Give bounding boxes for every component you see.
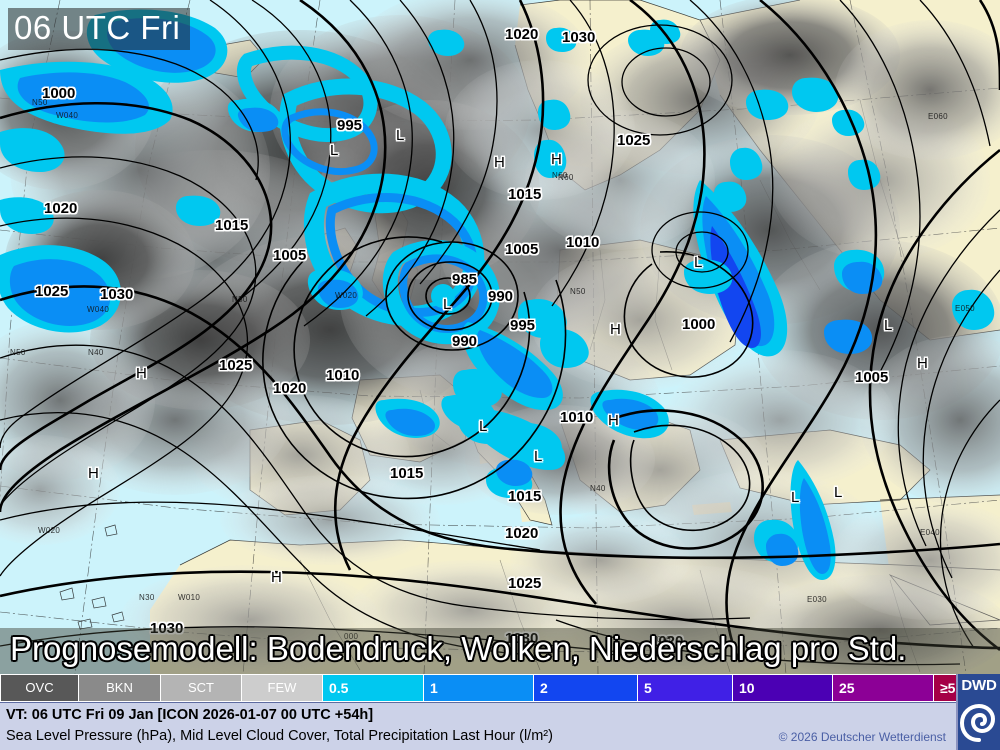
legend-precip-label: 2 (540, 680, 548, 696)
legend-cloud-label: FEW (267, 680, 297, 695)
legend-cloud-label: SCT (188, 680, 214, 695)
legend-precip-5[interactable]: 5 (637, 674, 732, 702)
footer-bar: VT: 06 UTC Fri 09 Jan [ICON 2026-01-07 0… (0, 702, 1000, 750)
forecast-map[interactable]: 1000 1020 1025 1030 1015 1005 1025 1020 1010 995 9… (0, 0, 1000, 674)
legend-precip-label: 1 (430, 680, 438, 696)
map-canvas (0, 0, 1000, 674)
legend-precip-05[interactable]: 0.5 (322, 674, 423, 702)
legend-cloud-few[interactable]: FEW (241, 674, 322, 702)
legend-cloud-sct[interactable]: SCT (160, 674, 241, 702)
fields-description-text: Sea Level Pressure (hPa), Mid Level Clou… (6, 728, 553, 744)
legend-precip-label: 0.5 (329, 680, 349, 696)
legend-cloud-bkn[interactable]: BKN (78, 674, 160, 702)
timestamp-badge: 06 UTC Fri (8, 8, 191, 50)
legend-precip-label: 5 (644, 680, 652, 696)
copyright-text: © 2026 Deutscher Wetterdienst (778, 730, 946, 744)
legend-precip-label: 10 (739, 680, 755, 696)
valid-time-text: VT: 06 UTC Fri 09 Jan [ICON 2026-01-07 0… (6, 707, 374, 723)
legend-precip-2[interactable]: 2 (533, 674, 637, 702)
dwd-spiral-icon (959, 696, 999, 746)
dwd-wordmark: DWD (961, 677, 997, 694)
legend-cloud-ovc[interactable]: OVC (0, 674, 78, 702)
legend-precip-label: 25 (839, 680, 855, 696)
isobar-layer (0, 0, 1000, 666)
legend-cloud-label: OVC (25, 680, 54, 695)
dwd-logo: DWD (956, 674, 1000, 750)
legend-precip-10[interactable]: 10 (732, 674, 832, 702)
title-shade (0, 628, 1000, 674)
legend-precip-25[interactable]: 25 (832, 674, 933, 702)
legend-precip-1[interactable]: 1 (423, 674, 533, 702)
legend-cloud-label: BKN (106, 680, 133, 695)
map-title: Prognosemodell: Bodendruck, Wolken, Nied… (10, 630, 907, 667)
